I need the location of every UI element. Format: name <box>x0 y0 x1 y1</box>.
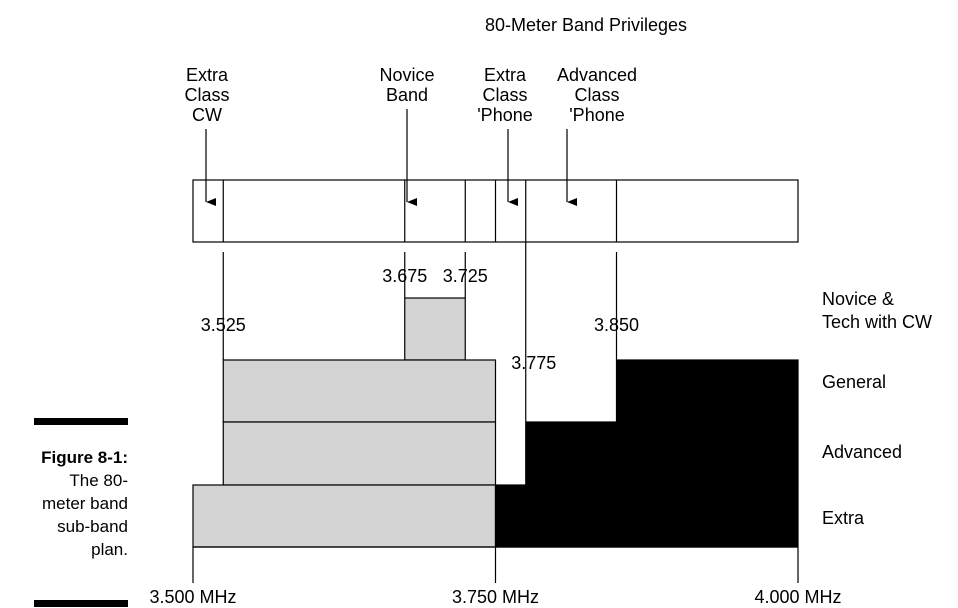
label-line: Extra <box>484 65 527 85</box>
advanced-phone-label: Advanced Class 'Phone <box>557 65 637 125</box>
phone-segment <box>494 484 799 548</box>
caption-line: The 80- <box>69 471 128 490</box>
axis-tick-label: 3.750 MHz <box>452 587 539 607</box>
caption-line: sub-band <box>57 517 128 536</box>
extra-cw-label: Extra Class CW <box>184 65 229 125</box>
label-line: 'Phone <box>477 105 533 125</box>
cw-segment <box>192 484 497 548</box>
label-line: Band <box>386 85 428 105</box>
caption-top-rule <box>34 418 128 425</box>
extra-phone-label: Extra Class 'Phone <box>477 65 533 125</box>
label-line: Class <box>482 85 527 105</box>
class-label: Tech with CW <box>822 312 932 332</box>
diagram-title: 80-Meter Band Privileges <box>485 15 687 35</box>
band-strip <box>192 179 799 243</box>
novice-band-label: Novice Band <box>379 65 434 105</box>
caption-line: plan. <box>91 540 128 559</box>
frequency-marker-label: 3.850 <box>594 315 639 335</box>
frequency-marker-label: 3.775 <box>511 353 556 373</box>
label-line: Extra <box>186 65 229 85</box>
class-label: General <box>822 372 886 392</box>
label-line: Advanced <box>557 65 637 85</box>
figure-caption: Figure 8-1: The 80- meter band sub-band … <box>0 418 128 607</box>
phone-segment <box>525 421 799 486</box>
label-line: 'Phone <box>569 105 625 125</box>
caption-line: meter band <box>42 494 128 513</box>
cw-segment <box>222 421 497 486</box>
class-label: Advanced <box>822 442 902 462</box>
class-label: Extra <box>822 508 865 528</box>
frequency-axis: 3.500 MHz 3.750 MHz 4.000 MHz <box>149 546 842 607</box>
caption-bottom-rule <box>34 600 128 607</box>
axis-tick-label: 4.000 MHz <box>754 587 841 607</box>
axis-tick-label: 3.500 MHz <box>149 587 236 607</box>
figure-label: Figure 8-1: <box>41 448 128 467</box>
label-line: Novice <box>379 65 434 85</box>
label-line: Class <box>184 85 229 105</box>
frequency-marker-label: 3.725 <box>443 266 488 286</box>
frequency-markers: 3.525 3.675 3.725 3.775 3.850 <box>201 242 639 422</box>
phone-segment <box>615 359 799 423</box>
label-arrows <box>205 109 577 206</box>
class-label: Novice & <box>822 289 894 309</box>
frequency-marker-label: 3.675 <box>382 266 427 286</box>
label-line: Class <box>574 85 619 105</box>
frequency-marker-label: 3.525 <box>201 315 246 335</box>
label-line: CW <box>192 105 222 125</box>
cw-segment <box>222 359 497 423</box>
cw-segment <box>404 297 466 361</box>
privilege-rows: Novice & Tech with CW General Advanced Extra <box>192 289 932 548</box>
